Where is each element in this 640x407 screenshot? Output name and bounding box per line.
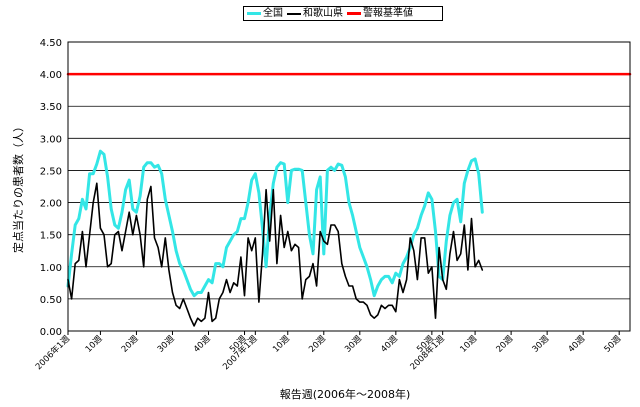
y-tick-label: 4.50 [40, 38, 62, 49]
y-tick-label: 0.50 [40, 295, 62, 306]
plot-area-frame [67, 41, 631, 332]
legend-swatch-national [247, 12, 261, 15]
x-tick-label: 40週 [192, 334, 213, 355]
x-tick-label: 20週 [307, 334, 328, 355]
x-tick-label: 30週 [156, 334, 177, 355]
x-tick-label: 20週 [494, 334, 515, 355]
y-tick-label: 1.50 [40, 231, 62, 242]
legend-label-wakayama: 和歌山県 [303, 8, 343, 19]
y-tick-label: 0.00 [40, 327, 62, 338]
x-axis-title: 報告週(2006年～2008年) [280, 387, 411, 401]
legend-item-alert: 警報基準値 [347, 7, 413, 20]
legend-label-alert: 警報基準値 [363, 8, 413, 19]
x-tick-label: 40週 [567, 334, 588, 355]
y-tick-label: 4.00 [40, 70, 62, 81]
legend-label-national: 全国 [263, 8, 283, 19]
legend-swatch-alert [347, 12, 361, 15]
x-tick-label: 2006年1週 [33, 333, 72, 372]
legend-swatch-wakayama [287, 12, 301, 15]
x-tick-label: 10週 [84, 334, 105, 355]
y-tick-label: 2.00 [40, 199, 62, 210]
y-tick-label: 3.50 [40, 102, 62, 113]
x-tick-label: 20週 [120, 334, 141, 355]
y-axis-title: 定点当たりの患者数（人） [11, 121, 25, 253]
x-tick-label: 30週 [343, 334, 364, 355]
y-tick-label: 2.50 [40, 166, 62, 177]
x-tick-label: 10週 [271, 334, 292, 355]
legend-item-wakayama: 和歌山県 [287, 7, 343, 20]
x-tick-label: 30週 [531, 334, 552, 355]
wakayama-series-line [67, 182, 484, 327]
y-tick-label: 1.00 [40, 263, 62, 274]
chart-legend: 全国 和歌山県 警報基準値 [243, 6, 443, 21]
x-tick-label: 50週 [603, 334, 624, 355]
y-tick-label: 3.00 [40, 134, 62, 145]
national-series-line [66, 149, 484, 298]
x-tick-label: 40週 [379, 334, 400, 355]
x-tick-label: 10週 [458, 334, 479, 355]
legend-item-national: 全国 [247, 7, 283, 20]
